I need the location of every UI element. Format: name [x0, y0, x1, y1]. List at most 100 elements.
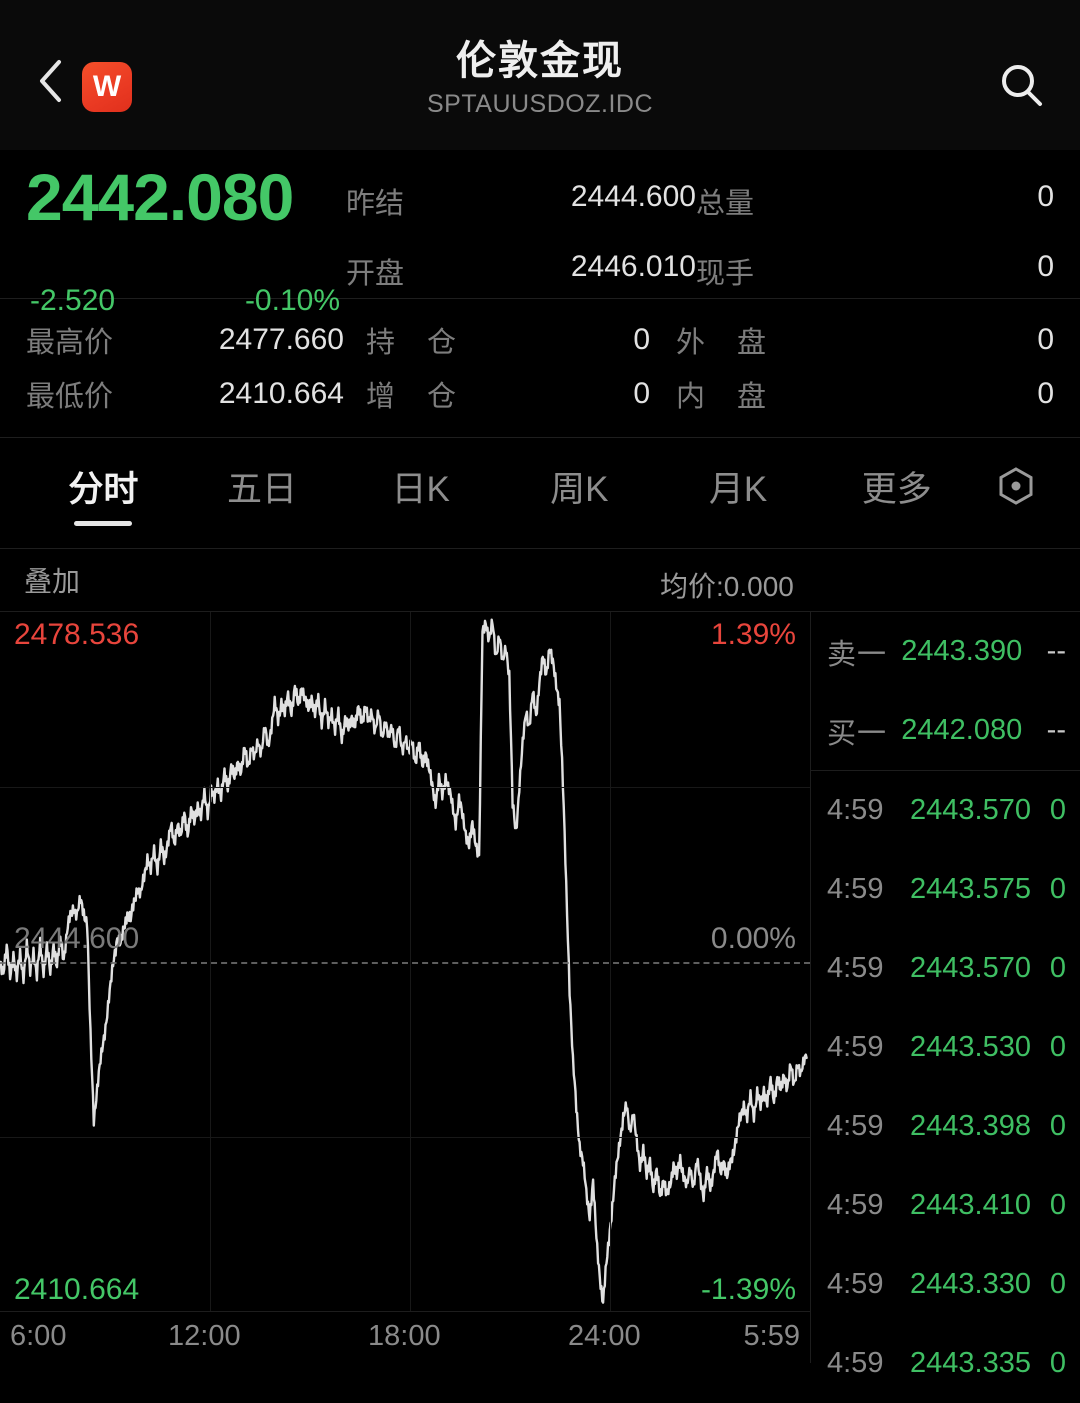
reference-price-line [0, 962, 810, 964]
tick-qty: 0 [1049, 1110, 1066, 1142]
current-hand-value: 0 [1037, 250, 1054, 283]
last-price: 2442.080 [26, 160, 294, 234]
change-percent: -0.10% [244, 284, 340, 317]
tick-price: 2443.570 [910, 794, 1031, 826]
tab-more[interactable]: 更多 [817, 461, 976, 526]
list-item[interactable]: 4:59 2443.330 0 [811, 1245, 1080, 1324]
ask-price: 2443.390 [901, 635, 1023, 667]
outer-volume-value: 0 [1037, 323, 1054, 356]
tick-price: 2443.398 [910, 1110, 1031, 1142]
gridline-horizontal [0, 1137, 810, 1138]
bid-label: 买一 [827, 717, 888, 750]
tick-time: 4:59 [827, 1031, 884, 1063]
tab-fenshi[interactable]: 分时 [24, 461, 183, 526]
order-book[interactable]: 卖一 2443.390 -- 买一 2442.080 -- 4:59 2443.… [810, 611, 1080, 1379]
tick-qty: 0 [1049, 794, 1066, 826]
oi-change-value: 0 [633, 377, 650, 410]
prev-close-label: 昨结 [346, 188, 405, 220]
tick-qty: 0 [1049, 1268, 1066, 1300]
x-tick: 5:59 [743, 1320, 800, 1352]
tab-label: 日K [391, 469, 450, 509]
chart-toolbar: 叠加 均价:0.000 [0, 549, 1080, 611]
x-tick: 6:00 [10, 1320, 67, 1352]
search-icon [1002, 65, 1042, 106]
search-button[interactable] [994, 58, 1050, 114]
tick-time: 4:59 [827, 952, 884, 984]
gridline-vertical [410, 612, 411, 1311]
tick-price: 2443.570 [910, 952, 1031, 984]
intraday-chart[interactable]: 2478.536 1.39% 2444.600 0.00% 2410.664 -… [0, 611, 810, 1363]
x-tick: 24:00 [568, 1320, 641, 1352]
prev-close-value: 2444.600 [570, 180, 696, 213]
list-item[interactable]: 4:59 2443.335 0 [811, 1324, 1080, 1403]
tab-five-day[interactable]: 五日 [183, 461, 342, 526]
page-title: 伦敦金现 [456, 38, 624, 83]
table-row: 最低价 2410.664 增 仓 0 内 盘 0 [26, 367, 1054, 421]
bid-price: 2442.080 [901, 714, 1023, 746]
current-hand-label: 现手 [696, 258, 755, 290]
list-item[interactable]: 4:59 2443.398 0 [811, 1087, 1080, 1166]
tab-weekly-k[interactable]: 周K [500, 461, 659, 526]
tick-time: 4:59 [827, 873, 884, 905]
stats-divider [0, 437, 1080, 438]
tabs-divider [0, 548, 1080, 549]
list-item[interactable]: 4:59 2443.575 0 [811, 850, 1080, 929]
chart-mid-price-label: 2444.600 [14, 922, 140, 955]
inner-volume-value: 0 [1037, 377, 1054, 410]
volume-label: 总量 [696, 188, 755, 220]
inner-volume-label: 内 盘 [676, 381, 779, 413]
tab-daily-k[interactable]: 日K [341, 461, 500, 526]
tab-label: 周K [550, 469, 609, 509]
list-item[interactable]: 4:59 2443.410 0 [811, 1166, 1080, 1245]
low-label: 最低价 [26, 381, 114, 413]
price-line [0, 618, 808, 1304]
overlay-button[interactable]: 叠加 [24, 566, 81, 597]
bid-qty: -- [1046, 714, 1066, 746]
tick-qty: 0 [1049, 1347, 1066, 1379]
tab-label: 更多 [861, 469, 932, 509]
tick-qty: 0 [1049, 1189, 1066, 1221]
chart-high-price-label: 2478.536 [14, 618, 140, 651]
chart-low-pct-label: -1.39% [700, 1273, 796, 1306]
chart-low-price-label: 2410.664 [14, 1273, 140, 1306]
header-titles: 伦敦金现 SPTAUUSDOZ.IDC [0, 32, 1080, 119]
tick-time: 4:59 [827, 1268, 884, 1300]
volume-value: 0 [1037, 180, 1054, 213]
chart-settings-button[interactable] [976, 463, 1056, 523]
tick-time: 4:59 [827, 1189, 884, 1221]
tick-price: 2443.575 [910, 873, 1031, 905]
back-button[interactable] [30, 58, 70, 104]
ask-row[interactable]: 卖一 2443.390 -- [811, 612, 1080, 691]
hexagon-settings-icon [999, 467, 1033, 505]
tab-monthly-k[interactable]: 月K [659, 461, 818, 526]
gridline-vertical [610, 612, 611, 1311]
tick-time: 4:59 [827, 1347, 884, 1379]
chart-plot-area: 2478.536 1.39% 2444.600 0.00% 2410.664 -… [0, 612, 810, 1311]
chart-tabs: 分时 五日 日K 周K 月K 更多 [0, 438, 1080, 548]
ask-label: 卖一 [827, 638, 888, 671]
chart-and-book: 2478.536 1.39% 2444.600 0.00% 2410.664 -… [0, 611, 1080, 1379]
table-row: 最高价 2477.660 持 仓 0 外 盘 0 [26, 313, 1054, 367]
low-value: 2410.664 [218, 377, 344, 410]
change-absolute: -2.520 [30, 284, 116, 317]
ask-qty: -- [1046, 635, 1066, 667]
list-item[interactable]: 4:59 2443.570 0 [811, 929, 1080, 1008]
list-item[interactable]: 4:59 2443.570 0 [811, 771, 1080, 850]
stats-table: 最高价 2477.660 持 仓 0 外 盘 0 最低价 2410.664 增 … [0, 299, 1080, 437]
chart-mid-pct-label: 0.00% [710, 922, 796, 955]
outer-volume-label: 外 盘 [676, 327, 779, 359]
tick-price: 2443.530 [910, 1031, 1031, 1063]
app-header: W 伦敦金现 SPTAUUSDOZ.IDC [0, 0, 1080, 150]
tick-price: 2443.335 [910, 1347, 1031, 1379]
open-value: 2446.010 [570, 250, 696, 283]
tick-qty: 0 [1049, 873, 1066, 905]
x-tick: 12:00 [168, 1320, 241, 1352]
chart-high-pct-label: 1.39% [710, 618, 796, 651]
tab-active-underline [74, 520, 133, 526]
bid-row[interactable]: 买一 2442.080 -- [811, 691, 1080, 770]
order-book-divider [811, 770, 1080, 771]
list-item[interactable]: 4:59 2443.530 0 [811, 1008, 1080, 1087]
tick-price: 2443.330 [910, 1268, 1031, 1300]
app-logo[interactable]: W [82, 62, 132, 112]
high-value: 2477.660 [218, 323, 344, 356]
